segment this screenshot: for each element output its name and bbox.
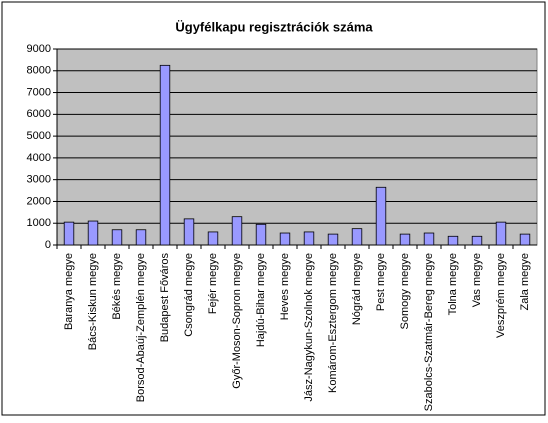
x-tick-label: Győr-Moson-Sopron megye <box>231 253 243 389</box>
x-tick-label: Nógrád megye <box>351 253 363 325</box>
bar <box>447 235 459 246</box>
bar <box>327 233 339 246</box>
y-tick-label: 9000 <box>27 43 51 55</box>
bar <box>279 232 291 246</box>
bar <box>423 232 435 246</box>
bar <box>111 229 123 246</box>
x-tick-label: Fejér megye <box>207 253 219 314</box>
x-tick-label: Tolna megye <box>447 253 459 315</box>
bar <box>471 235 483 246</box>
x-tick-label: Hajdú-Bihar megye <box>255 253 267 347</box>
bar <box>135 229 147 246</box>
x-tick-label: Budapest Főváros <box>159 253 171 343</box>
bar <box>159 64 171 246</box>
x-tick-label: Szabolcs-Szatmár-Bereg megye <box>423 253 435 411</box>
x-tick-label: Komárom-Esztergom megye <box>327 253 339 393</box>
x-tick-label: Heves megye <box>279 253 291 320</box>
bar <box>399 233 411 246</box>
bar <box>495 221 507 246</box>
x-tick-label: Somogy megye <box>399 253 411 329</box>
bar <box>87 220 99 246</box>
x-tick-label: Pest megye <box>375 253 387 311</box>
x-tick-label: Vas megye <box>471 253 483 307</box>
y-tick-label: 7000 <box>27 86 51 98</box>
y-tick-label: 2000 <box>27 195 51 207</box>
bar <box>351 228 363 246</box>
bar <box>63 221 75 246</box>
x-tick-label: Bács-Kiskun megye <box>87 253 99 350</box>
y-tick-label: 6000 <box>27 108 51 120</box>
bar <box>303 231 315 246</box>
y-tick-label: 5000 <box>27 130 51 142</box>
x-tick-label: Csongrád megye <box>183 253 195 337</box>
x-tick-label: Zala megye <box>519 253 531 310</box>
plot-area <box>56 48 538 246</box>
bar <box>207 231 219 246</box>
x-tick-label: Békés megye <box>111 253 123 320</box>
bar <box>255 223 267 246</box>
y-tick-label: 0 <box>45 239 51 251</box>
chart-title: Ügyfélkapu regisztrációk száma <box>175 19 373 34</box>
bar <box>375 186 387 246</box>
x-tick-label: Baranya megye <box>63 253 75 330</box>
bar <box>519 233 531 246</box>
x-tick-label: Jász-Nagykun-Szolnok megye <box>303 253 315 402</box>
x-tick-label: Veszprém megye <box>495 253 507 338</box>
y-tick-label: 8000 <box>27 65 51 77</box>
y-tick-label: 3000 <box>27 174 51 186</box>
bar <box>231 216 243 246</box>
x-tick-label: Borsod-Abaúj-Zemplén megye <box>135 253 147 402</box>
bar <box>183 218 195 246</box>
y-tick-label: 1000 <box>27 217 51 229</box>
y-tick-label: 4000 <box>27 152 51 164</box>
